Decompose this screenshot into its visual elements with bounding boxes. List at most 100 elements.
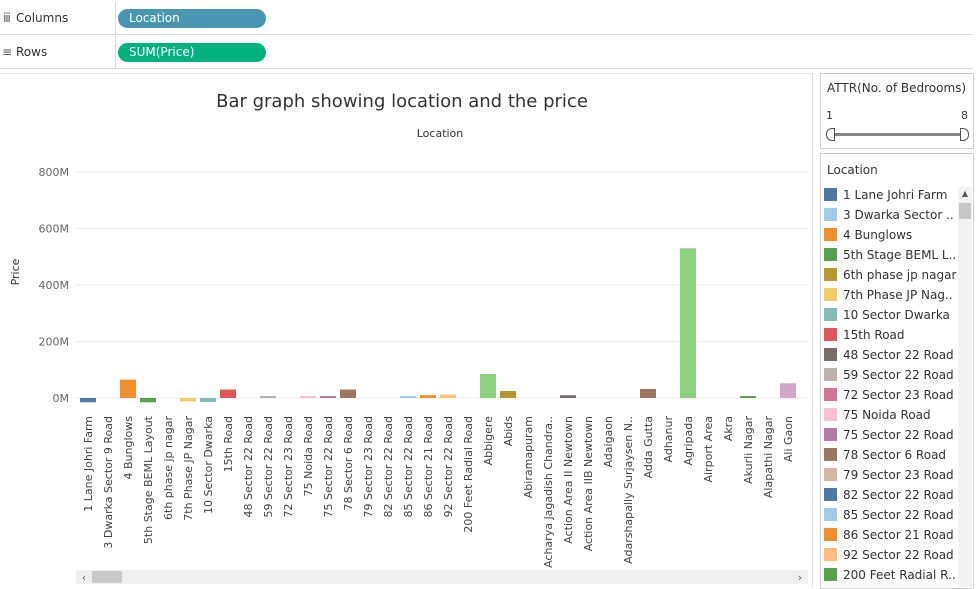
legend-swatch <box>824 348 837 361</box>
bar[interactable] <box>220 390 236 398</box>
bar[interactable] <box>300 396 316 398</box>
y-tick-label: 600M <box>39 223 70 236</box>
bar[interactable] <box>500 391 516 398</box>
x-tick-label: Abiramapuram <box>522 416 535 498</box>
location-pill[interactable]: Location <box>118 9 266 28</box>
x-tick-label: Alapathi Nagar <box>762 416 775 499</box>
bar[interactable] <box>480 374 496 398</box>
bar[interactable] <box>340 390 356 398</box>
bar[interactable] <box>640 389 656 398</box>
range-slider-min-handle[interactable] <box>826 128 835 141</box>
legend-item[interactable]: 6th phase jp nagar <box>824 265 956 285</box>
legend-label: 48 Sector 22 Road <box>843 348 954 362</box>
worksheet: Bar graph showing location and the price… <box>0 73 813 588</box>
legend-item[interactable]: 48 Sector 22 Road <box>824 345 954 365</box>
x-tick-label: 92 Sector 22 Road <box>442 416 455 517</box>
legend-item[interactable]: 86 Sector 21 Road <box>824 525 954 545</box>
x-tick-label: 4 Bunglows <box>122 416 135 480</box>
bar-chart[interactable]: Bar graph showing location and the price… <box>0 74 812 588</box>
legend-item[interactable]: 85 Sector 22 Road <box>824 505 954 525</box>
legend-swatch <box>824 248 837 261</box>
y-tick-label: 0M <box>53 392 70 405</box>
legend-item[interactable]: 82 Sector 22 Road <box>824 485 954 505</box>
bar[interactable] <box>440 395 456 398</box>
legend-item[interactable]: 5th Stage BEML L.. <box>824 245 956 265</box>
x-tick-label: 75 Sector 22 Road <box>322 416 335 517</box>
legend-label: 82 Sector 22 Road <box>843 488 954 502</box>
chart-title: Bar graph showing location and the price <box>216 91 588 112</box>
bar[interactable] <box>140 398 156 402</box>
range-slider-max-handle[interactable] <box>960 128 969 141</box>
legend-item[interactable]: 7th Phase JP Nag.. <box>824 285 953 305</box>
legend-label: 92 Sector 22 Road <box>843 548 954 562</box>
x-tick-label: Airport Area <box>702 416 715 482</box>
x-tick-label: 48 Sector 22 Road <box>242 416 255 517</box>
scroll-up-icon[interactable]: ▲ <box>958 187 972 201</box>
y-tick-label: 800M <box>39 166 70 179</box>
legend-swatch <box>824 208 837 221</box>
scrollbar-thumb[interactable] <box>92 571 122 583</box>
x-tick-label: Adhanur <box>662 416 675 463</box>
legend-item[interactable]: 15th Road <box>824 325 905 345</box>
legend-item[interactable]: 75 Sector 22 Road <box>824 425 954 445</box>
price-pill[interactable]: SUM(Price) <box>118 43 266 62</box>
legend-swatch <box>824 488 837 501</box>
legend-item[interactable]: 79 Sector 23 Road <box>824 465 954 485</box>
bar[interactable] <box>400 396 416 398</box>
legend-item[interactable]: 200 Feet Radial R.. <box>824 565 956 585</box>
legend-item[interactable]: 59 Sector 22 Road <box>824 365 954 385</box>
legend-scrollbar-thumb[interactable] <box>959 203 971 219</box>
x-tick-label: Agripada <box>682 416 695 466</box>
bar[interactable] <box>780 383 796 398</box>
x-tick-label: 5th Stage BEML Layout <box>142 415 155 544</box>
legend-label: 10 Sector Dwarka <box>843 308 950 322</box>
legend-item[interactable]: 92 Sector 22 Road <box>824 545 954 565</box>
x-tick-label: Adarshapally Surjaysen N.. <box>622 416 635 564</box>
bar[interactable] <box>180 398 196 401</box>
bar[interactable] <box>120 380 136 398</box>
filter-max-label: 8 <box>961 109 968 122</box>
legend-title: Location <box>827 163 878 177</box>
legend-label: 1 Lane Johri Farm <box>843 188 947 202</box>
x-tick-label: Abids <box>502 416 515 447</box>
x-tick-label: Ali Gaon <box>782 416 795 462</box>
x-tick-label: 200 Feet Radial Road <box>462 416 475 533</box>
legend-swatch <box>824 288 837 301</box>
legend-swatch <box>824 368 837 381</box>
horizontal-scrollbar[interactable]: ‹ › <box>76 570 808 584</box>
legend-item[interactable]: 10 Sector Dwarka <box>824 305 950 325</box>
bar[interactable] <box>560 395 576 398</box>
x-tick-label: 6th phase jp nagar <box>162 416 175 520</box>
bar[interactable] <box>680 248 696 398</box>
legend-swatch <box>824 428 837 441</box>
legend-swatch <box>824 448 837 461</box>
bar[interactable] <box>740 396 756 398</box>
legend-item[interactable]: 75 Noida Road <box>824 405 931 425</box>
x-tick-label: Akra <box>722 416 735 441</box>
y-tick-label: 400M <box>39 279 70 292</box>
legend-label: 79 Sector 23 Road <box>843 468 954 482</box>
scroll-right-icon[interactable]: › <box>798 571 802 584</box>
bar[interactable] <box>200 398 216 402</box>
bar[interactable] <box>260 396 276 398</box>
legend-swatch <box>824 188 837 201</box>
filter-min-label: 1 <box>826 109 833 122</box>
x-tick-label: 86 Sector 21 Road <box>422 416 435 517</box>
legend-item[interactable]: 3 Dwarka Sector .. <box>824 205 954 225</box>
range-slider-track[interactable] <box>831 133 963 136</box>
legend-item[interactable]: 72 Sector 23 Road <box>824 385 954 405</box>
bar[interactable] <box>320 396 336 398</box>
legend-scrollbar[interactable]: ▲ <box>958 187 972 587</box>
bedrooms-filter-card: ATTR(No. of Bedrooms) 1 8 <box>820 73 974 149</box>
legend-item[interactable]: 78 Sector 6 Road <box>824 445 946 465</box>
legend-item[interactable]: 4 Bunglows <box>824 225 912 245</box>
x-tick-label: 1 Lane Johri Farm <box>82 416 95 512</box>
legend-item[interactable]: 1 Lane Johri Farm <box>824 185 947 205</box>
legend-label: 78 Sector 6 Road <box>843 448 946 462</box>
bar[interactable] <box>420 395 436 398</box>
legend-swatch <box>824 548 837 561</box>
bar[interactable] <box>80 398 96 402</box>
columns-shelf: ⅲ Columns Location <box>0 2 973 35</box>
scroll-left-icon[interactable]: ‹ <box>82 571 86 584</box>
filter-title: ATTR(No. of Bedrooms) <box>827 81 966 95</box>
